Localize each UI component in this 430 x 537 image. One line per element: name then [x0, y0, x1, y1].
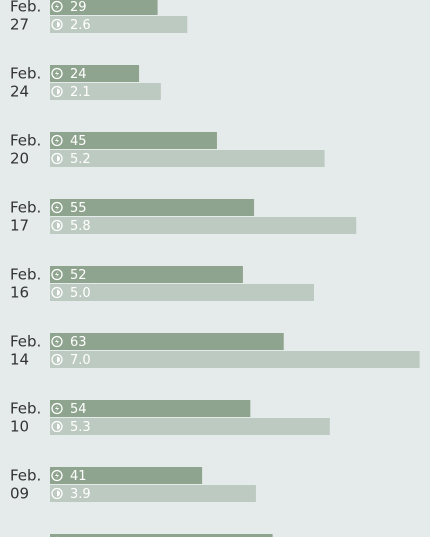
- bar: [50, 0, 158, 15]
- category-label: 14: [10, 351, 29, 369]
- category-label: 20: [10, 150, 29, 168]
- bar: [50, 266, 243, 283]
- bar: [50, 217, 357, 234]
- icon: [51, 85, 63, 98]
- icon: [51, 353, 63, 366]
- category-label: 10: [10, 418, 29, 436]
- value-label: 5.8: [70, 219, 91, 234]
- icon: [51, 420, 63, 433]
- icon: [57, 289, 60, 296]
- icon: [57, 21, 60, 28]
- value-label: 24: [70, 67, 87, 82]
- value-label: 54: [70, 402, 87, 417]
- icon: [51, 335, 63, 348]
- icon: [51, 152, 63, 165]
- bar: [50, 351, 420, 368]
- icon: [51, 18, 63, 31]
- category-label: 27: [10, 16, 29, 34]
- value-label: 52: [70, 268, 87, 283]
- icon: [57, 490, 60, 497]
- icon: [57, 155, 60, 162]
- category-label: Feb.: [10, 0, 41, 16]
- icon: [51, 0, 63, 13]
- value-label: 41: [70, 469, 87, 484]
- bar: [50, 467, 203, 484]
- category-label: Feb.: [10, 266, 41, 284]
- icon: [55, 137, 59, 144]
- icon: [55, 472, 59, 479]
- bar: [50, 333, 284, 350]
- icon: [55, 271, 59, 278]
- bar: [50, 400, 251, 417]
- icon: [57, 222, 60, 229]
- bar: [50, 418, 330, 435]
- value-label: 55: [70, 201, 87, 216]
- value-label: 2.1: [70, 85, 91, 100]
- value-label: 29: [70, 0, 87, 15]
- category-label: 16: [10, 284, 29, 302]
- icon: [51, 201, 63, 214]
- icon: [55, 3, 59, 10]
- icon: [51, 487, 63, 500]
- bar: [50, 16, 188, 33]
- bar: [50, 83, 161, 100]
- category-label: Feb.: [10, 333, 41, 351]
- icon: [51, 469, 63, 482]
- category-label: 24: [10, 83, 29, 101]
- bar: [50, 534, 273, 537]
- category-label: Feb.: [10, 400, 41, 418]
- category-label: 09: [10, 485, 29, 503]
- value-label: 7.0: [70, 353, 91, 368]
- icon: [51, 286, 63, 299]
- value-label: 45: [70, 134, 87, 149]
- category-label: Feb.: [10, 467, 41, 485]
- category-label: 17: [10, 217, 29, 235]
- bar: [50, 150, 325, 167]
- category-label: Feb.: [10, 132, 41, 150]
- icon: [57, 423, 60, 430]
- icon: [57, 88, 60, 95]
- icon: [55, 405, 59, 412]
- category-label: Feb.: [10, 65, 41, 83]
- value-label: 5.0: [70, 286, 91, 301]
- icon: [57, 356, 60, 363]
- value-label: 63: [70, 335, 87, 350]
- value-label: 5.3: [70, 420, 91, 435]
- bar: [50, 485, 256, 502]
- icon: [51, 402, 63, 415]
- icon: [55, 70, 59, 77]
- icon: [51, 134, 63, 147]
- category-label: Feb.: [10, 199, 41, 217]
- icon: [55, 204, 59, 211]
- bar: [50, 132, 217, 149]
- bar: [50, 65, 140, 82]
- icon: [55, 338, 59, 345]
- bar: [50, 284, 314, 301]
- value-label: 2.6: [70, 18, 91, 33]
- bar: [50, 199, 255, 216]
- icon: [51, 268, 63, 281]
- icon: [51, 219, 63, 232]
- value-label: 5.2: [70, 152, 91, 167]
- value-label: 3.9: [70, 487, 91, 502]
- icon: [51, 67, 63, 80]
